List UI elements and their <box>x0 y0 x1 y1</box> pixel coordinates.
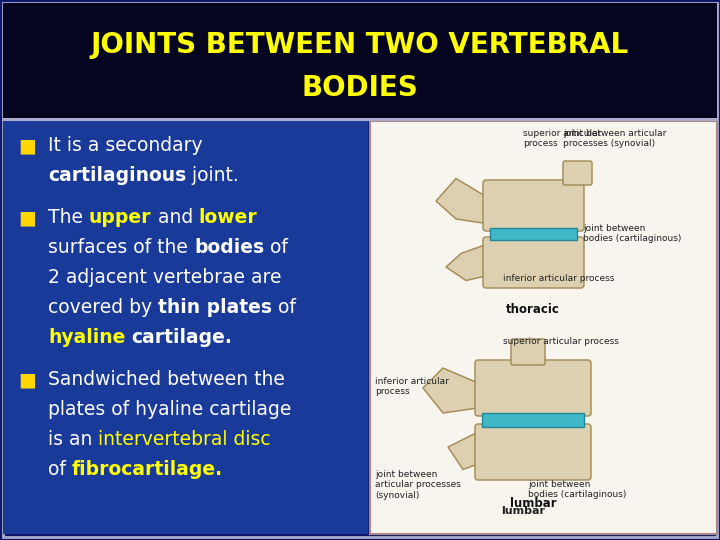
Polygon shape <box>436 179 486 224</box>
Text: ■: ■ <box>18 208 36 227</box>
Bar <box>482 413 584 427</box>
FancyBboxPatch shape <box>483 180 584 231</box>
Text: bodies: bodies <box>194 238 264 257</box>
Text: hyaline: hyaline <box>48 328 125 347</box>
Text: cartilaginous: cartilaginous <box>48 166 186 185</box>
Text: Sandwiched between the: Sandwiched between the <box>48 370 285 389</box>
Text: 2 adjacent vertebrae are: 2 adjacent vertebrae are <box>48 268 282 287</box>
Text: ■: ■ <box>18 370 36 389</box>
Text: joint between
bodies (cartilaginous): joint between bodies (cartilaginous) <box>528 480 626 500</box>
Text: lumbar: lumbar <box>510 497 557 510</box>
Text: of: of <box>48 460 72 479</box>
Text: cartilage.: cartilage. <box>131 328 233 347</box>
Text: of: of <box>264 238 288 257</box>
Text: The: The <box>48 208 89 227</box>
Text: superior articular
process: superior articular process <box>523 129 601 149</box>
Text: superior articular process: superior articular process <box>503 337 619 346</box>
Text: and: and <box>151 208 199 227</box>
FancyBboxPatch shape <box>563 161 592 185</box>
Polygon shape <box>448 432 483 469</box>
Text: surfaces of the: surfaces of the <box>48 238 194 257</box>
Text: thin plates: thin plates <box>158 298 272 317</box>
Bar <box>3 118 717 121</box>
Bar <box>370 121 717 534</box>
Text: inferior articular
process: inferior articular process <box>375 377 449 396</box>
Text: upper: upper <box>89 208 151 227</box>
Text: fibrocartilage.: fibrocartilage. <box>72 460 223 479</box>
Text: intervertebral disc: intervertebral disc <box>99 430 271 449</box>
FancyBboxPatch shape <box>483 237 584 288</box>
Text: lower: lower <box>199 208 258 227</box>
Text: joint between
articular processes
(synovial): joint between articular processes (synov… <box>375 470 461 500</box>
Polygon shape <box>423 368 478 413</box>
Text: BODIES: BODIES <box>302 74 418 102</box>
Text: JOINTS BETWEEN TWO VERTEBRAL: JOINTS BETWEEN TWO VERTEBRAL <box>91 31 629 59</box>
Text: is an: is an <box>48 430 99 449</box>
Polygon shape <box>446 245 486 280</box>
Text: joint between articular
processes (synovial): joint between articular processes (synov… <box>563 129 667 149</box>
Text: It is a secondary: It is a secondary <box>48 136 209 155</box>
Text: covered by: covered by <box>48 298 158 317</box>
Text: plates of hyaline cartilage: plates of hyaline cartilage <box>48 400 292 419</box>
Text: of: of <box>272 298 296 317</box>
Text: joint.: joint. <box>186 166 239 185</box>
Text: lumbar: lumbar <box>501 506 545 516</box>
Bar <box>490 228 577 240</box>
Text: inferior articular process: inferior articular process <box>503 274 614 283</box>
FancyBboxPatch shape <box>511 339 545 365</box>
Text: ■: ■ <box>18 136 36 155</box>
Text: thoracic: thoracic <box>506 303 560 316</box>
FancyBboxPatch shape <box>475 424 591 480</box>
Text: joint between
bodies (cartilaginous): joint between bodies (cartilaginous) <box>583 224 681 244</box>
Bar <box>3 121 368 534</box>
Bar <box>3 3 717 118</box>
FancyBboxPatch shape <box>475 360 591 416</box>
